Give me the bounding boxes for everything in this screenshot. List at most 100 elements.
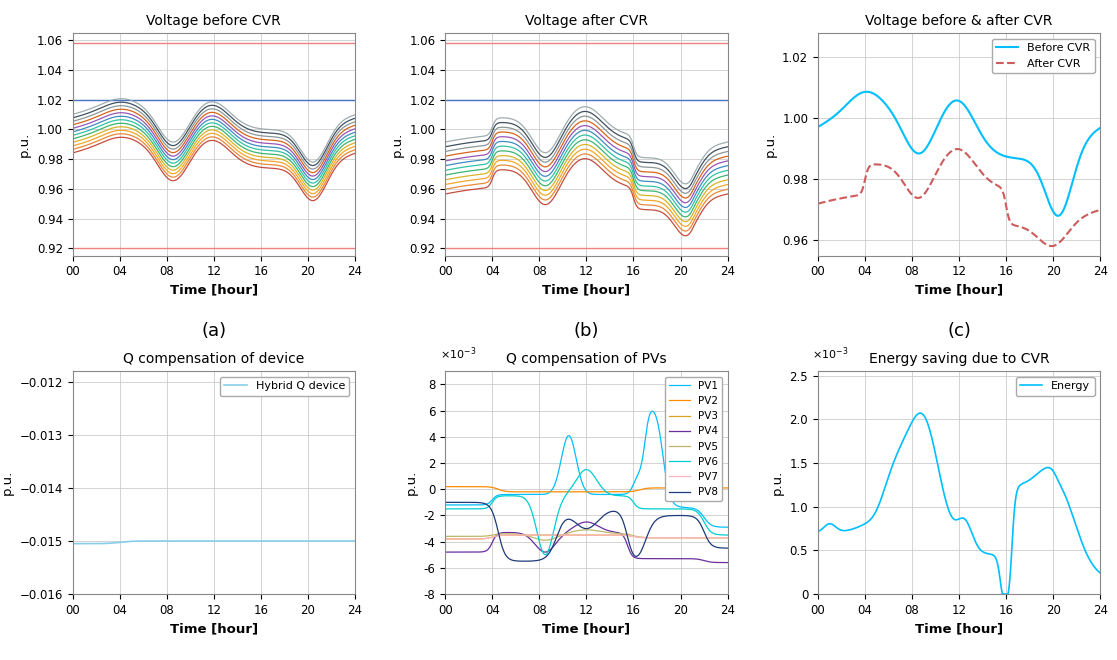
X-axis label: Time [hour]: Time [hour] [543, 284, 630, 297]
Before CVR [906, 147, 919, 154]
Text: $\times10^{-3}$: $\times10^{-3}$ [812, 346, 849, 362]
PV6 [533, 538, 546, 546]
PV7 [720, 534, 734, 542]
Line: Energy: Energy [818, 413, 1100, 594]
Hybrid Q device [349, 537, 362, 545]
Text: (c): (c) [947, 322, 971, 341]
Text: (b): (b) [574, 322, 599, 341]
PV6 [538, 550, 552, 558]
PV7 [662, 534, 676, 542]
Before CVR [860, 88, 873, 96]
PV2 [576, 488, 590, 496]
Y-axis label: p.u.: p.u. [771, 470, 784, 495]
Line: PV7: PV7 [446, 535, 727, 539]
Energy [853, 522, 867, 530]
PV3 [533, 531, 546, 539]
PV8 [534, 556, 547, 564]
Hybrid Q device [288, 537, 302, 545]
Line: PV1: PV1 [446, 411, 727, 527]
PV4 [533, 545, 546, 553]
Energy [814, 526, 828, 534]
X-axis label: Time [hour]: Time [hour] [915, 284, 1003, 297]
PV8 [662, 512, 676, 519]
Energy [1094, 569, 1107, 577]
PV1 [533, 490, 546, 498]
Y-axis label: p.u.: p.u. [391, 132, 404, 157]
Line: PV3: PV3 [446, 535, 727, 539]
Legend: Hybrid Q device: Hybrid Q device [220, 377, 350, 396]
PV7 [557, 531, 571, 539]
X-axis label: Time [hour]: Time [hour] [170, 622, 258, 636]
Y-axis label: p.u.: p.u. [18, 132, 31, 157]
Hybrid Q device [69, 540, 83, 548]
Before CVR [949, 96, 963, 104]
PV5 [439, 533, 452, 541]
After CVR [951, 145, 964, 153]
PV8 [441, 498, 455, 506]
PV2 [451, 482, 465, 490]
PV7 [439, 535, 452, 543]
PV1 [720, 523, 734, 531]
Before CVR [814, 121, 828, 129]
Before CVR [1051, 212, 1065, 220]
Hybrid Q device [78, 540, 92, 548]
Line: Before CVR: Before CVR [818, 92, 1100, 216]
After CVR [853, 189, 867, 197]
Line: PV8: PV8 [446, 502, 727, 561]
PV8 [439, 498, 452, 506]
PV5 [480, 532, 494, 540]
PV3 [662, 534, 676, 542]
Title: Energy saving due to CVR: Energy saving due to CVR [869, 352, 1049, 366]
Legend: PV1, PV2, PV3, PV4, PV5, PV6, PV7, PV8: PV1, PV2, PV3, PV4, PV5, PV6, PV7, PV8 [665, 377, 723, 502]
PV5 [720, 534, 734, 542]
PV2 [720, 484, 734, 492]
PV7 [441, 535, 455, 543]
Title: Voltage before CVR: Voltage before CVR [146, 14, 281, 28]
Before CVR [1034, 178, 1048, 186]
Y-axis label: p.u.: p.u. [764, 132, 776, 157]
Title: Voltage before & after CVR: Voltage before & after CVR [866, 14, 1053, 28]
PV8 [451, 498, 465, 506]
PV4 [580, 518, 593, 526]
Energy [996, 590, 1010, 598]
PV1 [441, 501, 455, 509]
X-axis label: Time [hour]: Time [hour] [915, 622, 1003, 636]
PV1 [575, 480, 589, 488]
PV6 [451, 505, 465, 513]
PV8 [480, 501, 494, 509]
PV1 [662, 487, 676, 495]
PV8 [576, 524, 590, 532]
PV4 [441, 548, 455, 556]
PV5 [451, 533, 465, 541]
PV3 [480, 534, 494, 542]
PV4 [720, 558, 734, 566]
After CVR [906, 191, 919, 199]
PV1 [646, 407, 659, 415]
PV5 [441, 533, 455, 541]
PV5 [576, 526, 590, 534]
PV2 [533, 488, 546, 496]
Before CVR [853, 89, 867, 97]
PV6 [576, 467, 590, 475]
Energy [811, 527, 824, 535]
Line: PV6: PV6 [446, 470, 727, 554]
PV3 [557, 531, 571, 539]
Legend: Before CVR, After CVR: Before CVR, After CVR [992, 38, 1095, 73]
Line: PV4: PV4 [446, 522, 727, 562]
PV1 [439, 501, 452, 509]
X-axis label: Time [hour]: Time [hour] [543, 622, 630, 636]
PV4 [575, 519, 589, 527]
PV7 [576, 531, 590, 539]
PV5 [663, 534, 677, 542]
After CVR [948, 145, 962, 153]
Y-axis label: p.u.: p.u. [1, 470, 13, 495]
Hybrid Q device [203, 537, 217, 545]
Energy [1035, 466, 1049, 474]
Energy [906, 418, 919, 426]
PV1 [480, 500, 494, 508]
After CVR [824, 197, 838, 205]
PV6 [720, 531, 734, 539]
Line: Hybrid Q device: Hybrid Q device [73, 541, 355, 544]
Text: (a): (a) [201, 322, 227, 341]
Energy [824, 520, 838, 528]
